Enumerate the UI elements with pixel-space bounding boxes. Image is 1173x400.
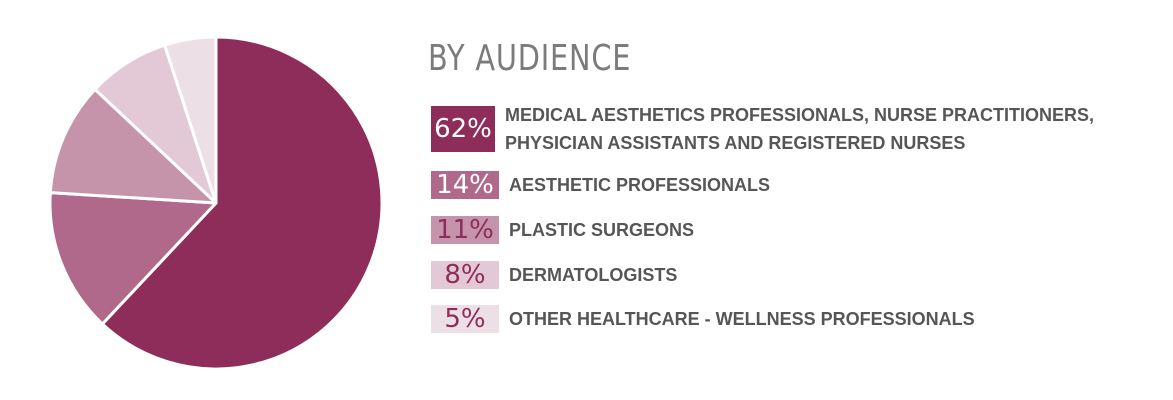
pie-slice-2 <box>48 87 218 205</box>
legend-label: PLASTIC SURGEONS <box>509 220 695 240</box>
legend-percent-badge: 14% <box>431 170 499 200</box>
pie-slice-1 <box>48 191 218 326</box>
legend-item-3: 8% DERMATOLOGISTS <box>431 260 678 290</box>
legend-item-4: 5% OTHER HEALTHCARE - WELLNESS PROFESSION… <box>431 304 975 334</box>
legend-percent-badge: 5% <box>431 304 499 334</box>
legend-percent-badge: 8% <box>431 260 499 290</box>
legend-item-2: 11% PLASTIC SURGEONS <box>431 215 695 245</box>
chart-title: BY AUDIENCE <box>428 38 632 79</box>
pie-slice-0 <box>100 35 384 371</box>
legend-label: AESTHETIC PROFESSIONALS <box>509 175 771 195</box>
pie-slice-4 <box>163 35 218 205</box>
legend-percent-badge: 62% <box>431 106 495 152</box>
legend-label: OTHER HEALTHCARE - WELLNESS PROFESSIONAL… <box>509 309 975 329</box>
pie-chart <box>48 35 384 371</box>
legend-label: DERMATOLOGISTS <box>509 265 678 285</box>
legend-percent-badge: 11% <box>431 215 499 245</box>
legend-label: MEDICAL AESTHETICS PROFESSIONALS, NURSE … <box>505 105 1095 153</box>
legend-item-0: 62% MEDICAL AESTHETICS PROFESSIONALS, NUR… <box>431 101 1094 157</box>
legend-item-1: 14% AESTHETIC PROFESSIONALS <box>431 170 771 200</box>
